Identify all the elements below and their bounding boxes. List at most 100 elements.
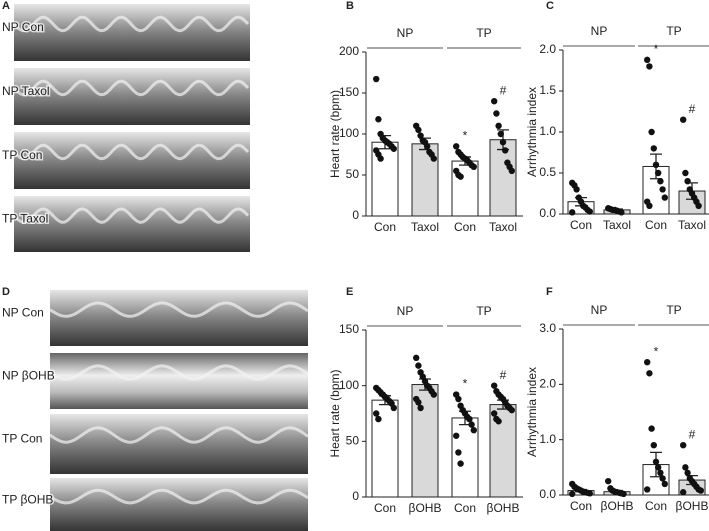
data-point (569, 490, 576, 498)
data-point (644, 359, 651, 366)
group-label: TP (476, 26, 491, 40)
data-point (417, 132, 424, 139)
data-point (646, 202, 653, 209)
kymograph (50, 478, 308, 531)
wave (49, 301, 309, 318)
data-point (470, 427, 477, 434)
data-point (375, 116, 382, 123)
y-tick-label: 2.0 (539, 42, 556, 56)
data-point (650, 145, 657, 152)
data-point (495, 122, 502, 129)
y-tick-label: 1.5 (539, 83, 556, 97)
wave (49, 364, 309, 381)
data-point (495, 418, 502, 425)
y-tick-label: 0.5 (539, 165, 556, 179)
data-point (620, 490, 627, 498)
data-point (424, 143, 431, 150)
significance-mark: * (463, 128, 468, 142)
x-tick-label: Con (374, 501, 396, 515)
data-point (499, 139, 507, 146)
data-point (430, 391, 437, 398)
data-point (655, 464, 662, 471)
data-point (373, 410, 380, 417)
row-label: TP Taxol (2, 212, 48, 226)
data-point (491, 410, 498, 417)
row-label: TP Con (2, 148, 42, 162)
kymograph (50, 414, 308, 474)
y-axis-title: Heart rate (bpm) (328, 369, 342, 457)
data-point (684, 178, 691, 185)
y-tick-label: 100 (339, 378, 359, 392)
group-label: NP (397, 304, 414, 318)
data-point (684, 469, 691, 477)
bar (451, 160, 479, 217)
y-axis-title: Arrhythmia index (525, 87, 539, 177)
data-point (508, 167, 515, 175)
data-point (661, 194, 668, 201)
y-axis-title: Arrhythmia index (525, 367, 539, 457)
data-point (491, 98, 498, 105)
wave (49, 426, 309, 444)
data-point (646, 370, 653, 377)
data-point (648, 425, 655, 432)
data-point (430, 155, 437, 162)
data-point (652, 161, 660, 168)
row-label: NP Con (2, 20, 44, 34)
y-tick-label: 0 (352, 208, 359, 222)
y-tick-label: 3.0 (539, 321, 556, 335)
group-label: NP (591, 24, 608, 38)
data-point (646, 63, 653, 70)
data-point (457, 173, 464, 180)
row-label: NP βOHB (2, 369, 55, 383)
significance-mark: * (654, 344, 659, 358)
x-tick-label: Con (570, 499, 592, 513)
data-point (569, 209, 576, 216)
data-point (680, 442, 687, 449)
data-point (491, 382, 498, 389)
kymograph (14, 4, 250, 61)
x-tick-label: βOHB (487, 501, 520, 515)
y-tick-label: 1.0 (539, 432, 556, 446)
data-point (375, 415, 382, 423)
data-point (682, 169, 689, 177)
data-point (493, 110, 500, 117)
data-point (697, 487, 704, 494)
x-tick-label: βOHB (601, 499, 634, 513)
data-point (508, 406, 515, 414)
wave (12, 143, 250, 161)
data-point (695, 202, 702, 209)
kymograph (14, 68, 250, 125)
y-tick-label: 1.0 (539, 124, 556, 138)
data-point (573, 186, 580, 193)
data-point (415, 399, 422, 406)
x-tick-label: Con (570, 218, 592, 232)
data-point (680, 116, 687, 123)
wave (49, 488, 309, 505)
data-point (468, 421, 475, 428)
group-label: TP (666, 303, 681, 317)
data-point (457, 460, 464, 467)
panel-letter: C (546, 0, 554, 12)
group-label: NP (591, 303, 608, 317)
significance-mark: # (689, 102, 696, 116)
data-point (415, 126, 422, 134)
data-point (455, 395, 462, 403)
x-tick-label: Con (645, 218, 667, 232)
data-point (453, 432, 460, 439)
data-point (644, 56, 651, 64)
data-point (470, 163, 477, 170)
data-point (655, 169, 662, 177)
data-point (661, 480, 668, 488)
data-point (650, 442, 657, 449)
data-point (377, 155, 384, 162)
data-point (657, 469, 664, 477)
significance-mark: * (463, 377, 468, 391)
kymograph (14, 196, 250, 252)
data-point (373, 75, 380, 83)
significance-mark: # (500, 368, 507, 382)
y-tick-label: 2.0 (539, 377, 556, 391)
row-label: NP Taxol (2, 84, 50, 98)
group-label: TP (476, 304, 491, 318)
data-point (680, 489, 687, 496)
row-label: TP βOHB (2, 492, 53, 506)
